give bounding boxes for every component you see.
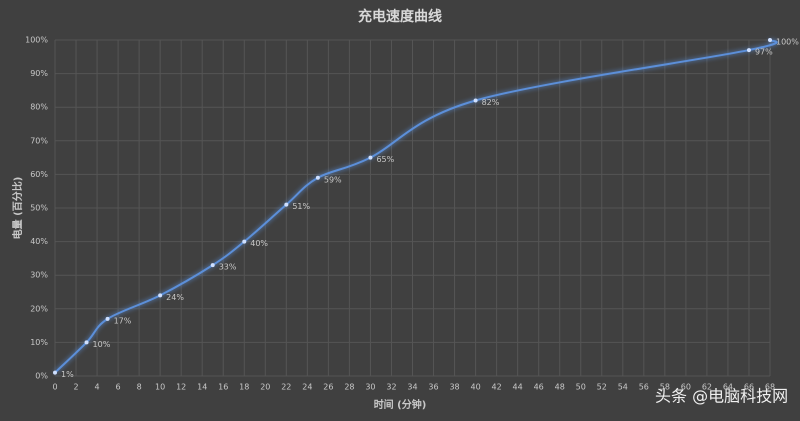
chart-title: 充电速度曲线 xyxy=(358,8,442,25)
x-tick-label: 58 xyxy=(660,383,670,392)
data-label: 97% xyxy=(755,48,773,57)
x-tick-label: 68 xyxy=(765,383,775,392)
data-label: 24% xyxy=(166,293,184,302)
data-label: 51% xyxy=(292,202,310,211)
x-tick-label: 26 xyxy=(323,383,333,392)
x-tick-label: 42 xyxy=(492,383,502,392)
data-label: 82% xyxy=(482,98,500,107)
x-tick-label: 20 xyxy=(260,383,270,392)
x-tick-label: 2 xyxy=(73,383,78,392)
x-tick-label: 18 xyxy=(239,383,249,392)
x-tick-label: 0 xyxy=(52,383,57,392)
x-tick-label: 38 xyxy=(449,383,459,392)
y-tick-label: 20% xyxy=(30,304,48,313)
data-label: 65% xyxy=(376,155,394,164)
x-tick-label: 44 xyxy=(513,383,523,392)
data-point xyxy=(84,340,89,345)
data-label: 17% xyxy=(114,316,132,325)
x-tick-label: 30 xyxy=(365,383,375,392)
watermark: 头条 @电脑科技网 xyxy=(655,387,788,406)
data-point xyxy=(315,175,320,180)
data-point xyxy=(768,38,772,42)
x-tick-label: 54 xyxy=(618,383,628,392)
x-tick-label: 4 xyxy=(95,383,100,392)
data-point xyxy=(242,239,247,244)
x-tick-label: 24 xyxy=(302,383,312,392)
data-point xyxy=(53,370,57,375)
x-axis-label: 时间 (分钟) xyxy=(374,398,427,411)
x-tick-label: 6 xyxy=(116,383,121,392)
x-tick-label: 16 xyxy=(218,383,228,392)
data-label: 10% xyxy=(93,340,111,349)
x-tick-label: 46 xyxy=(534,383,544,392)
x-tick-label: 52 xyxy=(597,383,607,392)
x-tick-label: 32 xyxy=(386,383,396,392)
y-tick-label: 100% xyxy=(25,36,48,45)
data-point xyxy=(746,48,751,53)
data-point xyxy=(473,98,478,103)
data-point xyxy=(368,155,373,160)
x-tick-label: 56 xyxy=(639,383,649,392)
data-point xyxy=(284,202,289,207)
data-point xyxy=(158,293,163,298)
data-point xyxy=(210,263,215,268)
x-tick-label: 10 xyxy=(155,383,165,392)
x-tick-label: 34 xyxy=(407,383,417,392)
x-tick-label: 64 xyxy=(723,383,733,392)
y-tick-label: 70% xyxy=(30,136,48,145)
y-axis-label: 电量 (百分比) xyxy=(11,177,24,240)
y-tick-label: 30% xyxy=(30,271,48,280)
x-tick-label: 12 xyxy=(176,383,186,392)
y-tick-label: 60% xyxy=(30,170,48,179)
x-tick-label: 40 xyxy=(470,383,480,392)
data-label: 100% xyxy=(776,38,799,47)
y-tick-label: 50% xyxy=(30,204,48,213)
data-label: 40% xyxy=(250,239,268,248)
y-tick-label: 10% xyxy=(30,338,48,347)
x-tick-label: 28 xyxy=(344,383,354,392)
x-tick-label: 36 xyxy=(428,383,438,392)
x-tick-label: 50 xyxy=(576,383,586,392)
data-label: 33% xyxy=(219,263,237,272)
data-point xyxy=(105,316,110,321)
x-tick-label: 14 xyxy=(197,383,207,392)
y-tick-label: 90% xyxy=(30,69,48,78)
y-tick-label: 0% xyxy=(35,372,48,381)
x-tick-label: 8 xyxy=(137,383,142,392)
data-label: 59% xyxy=(324,175,342,184)
x-tick-label: 22 xyxy=(281,383,291,392)
x-tick-label: 48 xyxy=(555,383,565,392)
x-tick-label: 60 xyxy=(681,383,691,392)
x-tick-label: 62 xyxy=(702,383,712,392)
y-tick-label: 80% xyxy=(30,103,48,112)
x-tick-label: 66 xyxy=(744,383,754,392)
data-label: 1% xyxy=(61,370,74,379)
y-tick-label: 40% xyxy=(30,237,48,246)
